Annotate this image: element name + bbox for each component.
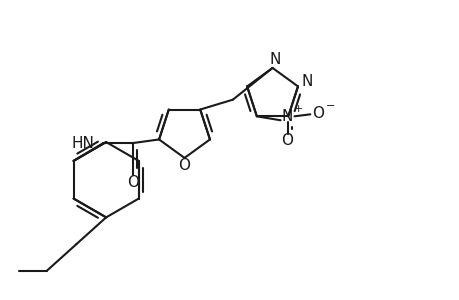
Text: N: N	[281, 109, 292, 124]
Text: N: N	[301, 74, 312, 89]
Text: O: O	[281, 133, 293, 148]
Text: N: N	[269, 52, 280, 68]
Text: O: O	[312, 106, 324, 121]
Text: +: +	[293, 104, 302, 114]
Text: O: O	[127, 175, 139, 190]
Text: O: O	[178, 158, 190, 173]
Text: HN: HN	[71, 136, 94, 151]
Text: −: −	[325, 101, 334, 111]
